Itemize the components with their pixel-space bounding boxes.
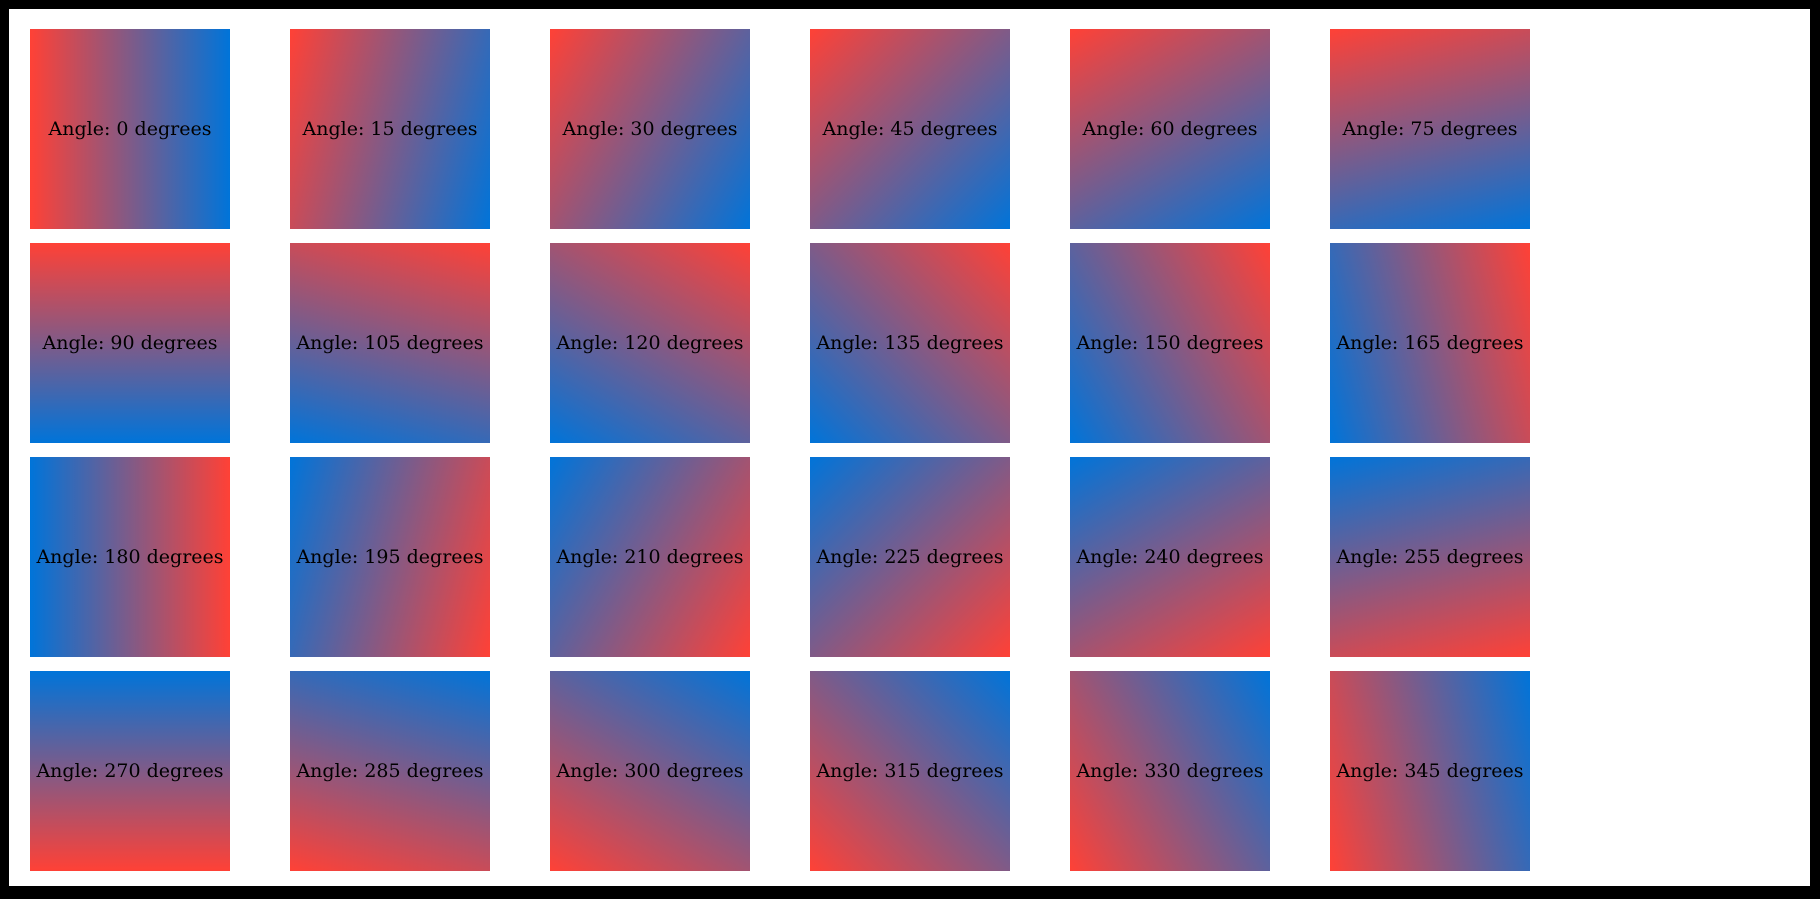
tile-label: Angle: 165 degrees — [1336, 332, 1524, 354]
gradient-tile-150deg: Angle: 150 degrees — [1070, 243, 1270, 443]
tile-label: Angle: 180 degrees — [36, 546, 224, 568]
gradient-tile-315deg: Angle: 315 degrees — [810, 671, 1010, 871]
gradient-tile-60deg: Angle: 60 degrees — [1070, 29, 1270, 229]
gradient-tile-75deg: Angle: 75 degrees — [1330, 29, 1530, 229]
gradient-tile-90deg: Angle: 90 degrees — [30, 243, 230, 443]
gradient-tile-45deg: Angle: 45 degrees — [810, 29, 1010, 229]
tile-label: Angle: 315 degrees — [816, 760, 1004, 782]
tile-label: Angle: 195 degrees — [296, 546, 484, 568]
gradient-grid: Angle: 0 degrees Angle: 15 degrees Angle: … — [9, 9, 1810, 871]
gradient-tile-15deg: Angle: 15 degrees — [290, 29, 490, 229]
tile-label: Angle: 225 degrees — [816, 546, 1004, 568]
tile-label: Angle: 120 degrees — [556, 332, 744, 354]
tile-label: Angle: 255 degrees — [1336, 546, 1524, 568]
gradient-tile-285deg: Angle: 285 degrees — [290, 671, 490, 871]
gradient-tile-225deg: Angle: 225 degrees — [810, 457, 1010, 657]
gradient-tile-195deg: Angle: 195 degrees — [290, 457, 490, 657]
tile-label: Angle: 135 degrees — [816, 332, 1004, 354]
gradient-tile-240deg: Angle: 240 degrees — [1070, 457, 1270, 657]
page-background: Angle: 0 degrees Angle: 15 degrees Angle: … — [9, 9, 1810, 886]
gradient-tile-300deg: Angle: 300 degrees — [550, 671, 750, 871]
gradient-tile-105deg: Angle: 105 degrees — [290, 243, 490, 443]
gradient-tile-135deg: Angle: 135 degrees — [810, 243, 1010, 443]
gradient-tile-330deg: Angle: 330 degrees — [1070, 671, 1270, 871]
gradient-tile-165deg: Angle: 165 degrees — [1330, 243, 1530, 443]
gradient-tile-0deg: Angle: 0 degrees — [30, 29, 230, 229]
tile-label: Angle: 345 degrees — [1336, 760, 1524, 782]
tile-label: Angle: 330 degrees — [1076, 760, 1264, 782]
tile-label: Angle: 45 degrees — [822, 118, 998, 140]
tile-label: Angle: 105 degrees — [296, 332, 484, 354]
tile-label: Angle: 30 degrees — [562, 118, 738, 140]
tile-label: Angle: 0 degrees — [48, 118, 212, 140]
gradient-tile-210deg: Angle: 210 degrees — [550, 457, 750, 657]
tile-label: Angle: 75 degrees — [1342, 118, 1518, 140]
tile-label: Angle: 285 degrees — [296, 760, 484, 782]
tile-label: Angle: 240 degrees — [1076, 546, 1264, 568]
tile-label: Angle: 90 degrees — [42, 332, 218, 354]
tile-label: Angle: 15 degrees — [302, 118, 478, 140]
gradient-tile-255deg: Angle: 255 degrees — [1330, 457, 1530, 657]
gradient-tile-180deg: Angle: 180 degrees — [30, 457, 230, 657]
tile-label: Angle: 300 degrees — [556, 760, 744, 782]
gradient-tile-270deg: Angle: 270 degrees — [30, 671, 230, 871]
tile-label: Angle: 210 degrees — [556, 546, 744, 568]
tile-label: Angle: 60 degrees — [1082, 118, 1258, 140]
gradient-tile-30deg: Angle: 30 degrees — [550, 29, 750, 229]
gradient-tile-120deg: Angle: 120 degrees — [550, 243, 750, 443]
gradient-tile-345deg: Angle: 345 degrees — [1330, 671, 1530, 871]
tile-label: Angle: 150 degrees — [1076, 332, 1264, 354]
tile-label: Angle: 270 degrees — [36, 760, 224, 782]
